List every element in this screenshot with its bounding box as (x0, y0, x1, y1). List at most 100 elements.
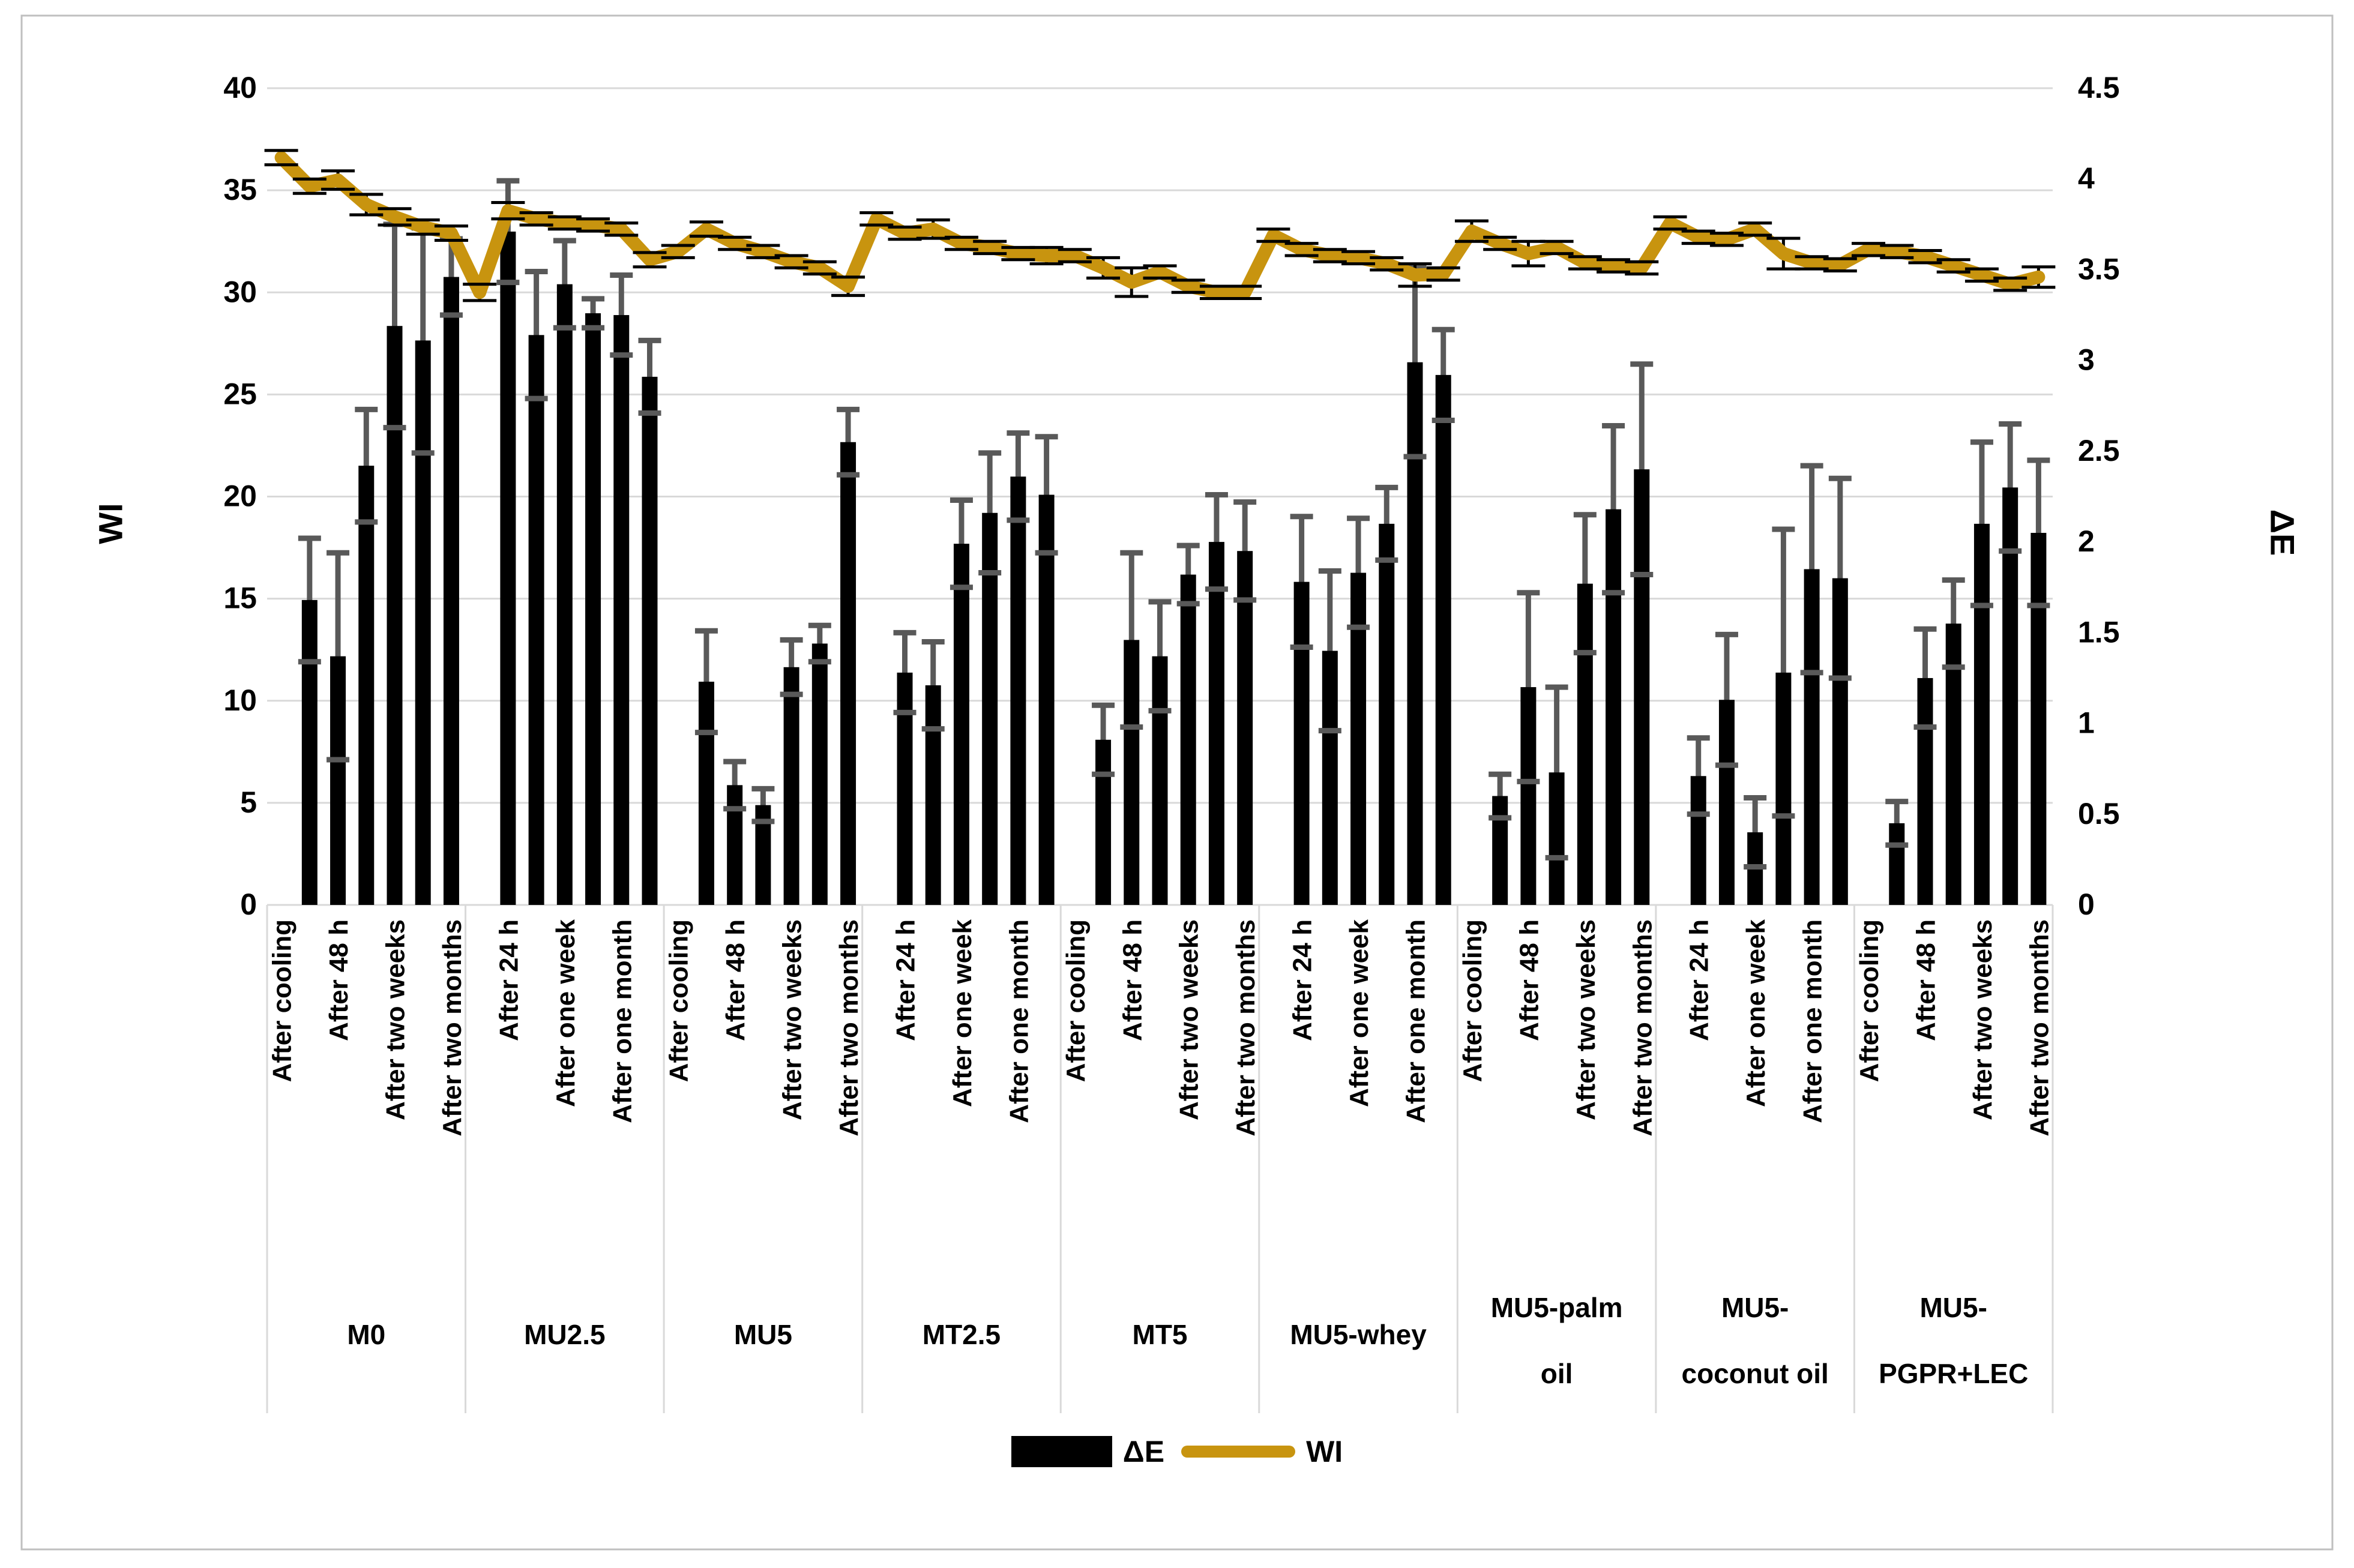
bar (1606, 509, 1622, 905)
group-label: MU5-whey (1290, 1319, 1427, 1350)
time-label: After 48 h (1912, 919, 1941, 1041)
axis-tick-labels: 0 5 10 15 20 25 30 35 40 0 0.5 1 1.5 2 2.5 3 3.5 4 4.5 (223, 71, 2119, 921)
group-label: MU5 (734, 1319, 792, 1350)
group-label: MU2.5 (524, 1319, 605, 1350)
group-label: MT5 (1133, 1319, 1188, 1350)
legend-label-WI: WI (1306, 1435, 1343, 1468)
time-label: After one month (1798, 919, 1828, 1123)
bar (387, 326, 403, 905)
time-label: After one week (1741, 919, 1771, 1107)
bar (642, 376, 658, 905)
bar (698, 681, 714, 905)
bar (1917, 677, 1933, 905)
right-tick-label: 4 (2078, 161, 2095, 195)
bars-dE (301, 231, 2047, 905)
time-label: After one week (1344, 919, 1374, 1107)
right-tick-label: 2 (2078, 524, 2095, 558)
bar (840, 442, 856, 905)
bar (301, 599, 318, 905)
bar (925, 685, 941, 905)
bar (1038, 494, 1055, 905)
time-label: After two months (1628, 919, 1657, 1137)
right-axis-title: ΔE (2263, 509, 2302, 556)
bar (1124, 640, 1140, 905)
bar (415, 340, 431, 905)
bar (1180, 574, 1196, 905)
bar (556, 284, 573, 905)
bar (1634, 469, 1650, 905)
bar (727, 785, 743, 905)
bar (982, 512, 998, 905)
time-label: After 48 h (721, 919, 750, 1041)
group-label: MU5-palm (1491, 1292, 1623, 1323)
time-label: After cooling (664, 919, 694, 1082)
time-label: After 48 h (1118, 919, 1147, 1041)
time-label: After two months (1231, 919, 1260, 1137)
bar (1208, 542, 1224, 905)
time-label: After 24 h (494, 919, 523, 1041)
left-tick-label: 10 (223, 683, 257, 717)
line-error-caps (264, 149, 2056, 302)
left-tick-label: 0 (240, 888, 257, 921)
time-label: After two weeks (1571, 919, 1601, 1120)
left-tick-label: 5 (240, 786, 257, 819)
bar (500, 231, 516, 905)
bar (1322, 650, 1338, 905)
time-label: After two weeks (1968, 919, 1997, 1120)
right-tick-label: 0.5 (2078, 797, 2120, 831)
bar (1549, 772, 1565, 905)
left-tick-label: 30 (223, 275, 257, 308)
bar-swatch-icon (1011, 1436, 1112, 1467)
group-label: MT2.5 (923, 1319, 1001, 1350)
bar (783, 667, 799, 905)
bar (1379, 523, 1395, 905)
time-label: After one week (948, 919, 977, 1107)
bar (1690, 776, 1706, 905)
line-WI (274, 151, 2045, 299)
left-tick-label: 15 (223, 581, 257, 615)
bar (897, 672, 913, 905)
bar (1435, 374, 1451, 905)
right-tick-label: 3 (2078, 343, 2095, 377)
category-band (266, 905, 2054, 1413)
group-label: MU5- (1721, 1292, 1789, 1323)
bar (443, 277, 459, 905)
time-label: After one month (607, 919, 637, 1123)
time-label: After two months (438, 919, 467, 1137)
time-label: After two months (834, 919, 864, 1137)
bar (1832, 578, 1848, 905)
bar (1520, 687, 1537, 905)
time-label: After 24 h (1685, 919, 1714, 1041)
time-label: After two weeks (778, 919, 807, 1120)
bar (2002, 487, 2018, 905)
legend-item-WI: WI (1181, 1434, 1343, 1469)
time-label: After cooling (268, 919, 297, 1082)
group-label: coconut oil (1682, 1358, 1829, 1389)
group-label: MU5- (1919, 1292, 1987, 1323)
bar (1775, 672, 1792, 905)
left-tick-label: 40 (223, 71, 257, 104)
time-label: After cooling (1458, 919, 1487, 1082)
right-tick-label: 4.5 (2078, 71, 2120, 104)
time-label: After 48 h (324, 919, 354, 1041)
bar (2030, 532, 2047, 905)
bar (1237, 551, 1253, 905)
left-axis-title: WI (91, 503, 130, 544)
bar (528, 335, 544, 905)
time-label: After 24 h (891, 919, 921, 1041)
bar (358, 466, 375, 905)
line-swatch-icon (1181, 1446, 1296, 1458)
bar (1718, 700, 1735, 905)
time-label: After two months (2024, 919, 2054, 1137)
time-label: After one month (1004, 919, 1034, 1123)
category-labels: After cooling After 48 h After two weeks Af… (268, 919, 2054, 1389)
bar (1492, 796, 1508, 905)
bar (1350, 572, 1367, 905)
legend-label-dE: ΔE (1122, 1435, 1165, 1468)
right-tick-label: 1 (2078, 706, 2095, 740)
bar (1889, 823, 1905, 905)
time-label: After two weeks (1175, 919, 1204, 1120)
bar (613, 315, 630, 905)
